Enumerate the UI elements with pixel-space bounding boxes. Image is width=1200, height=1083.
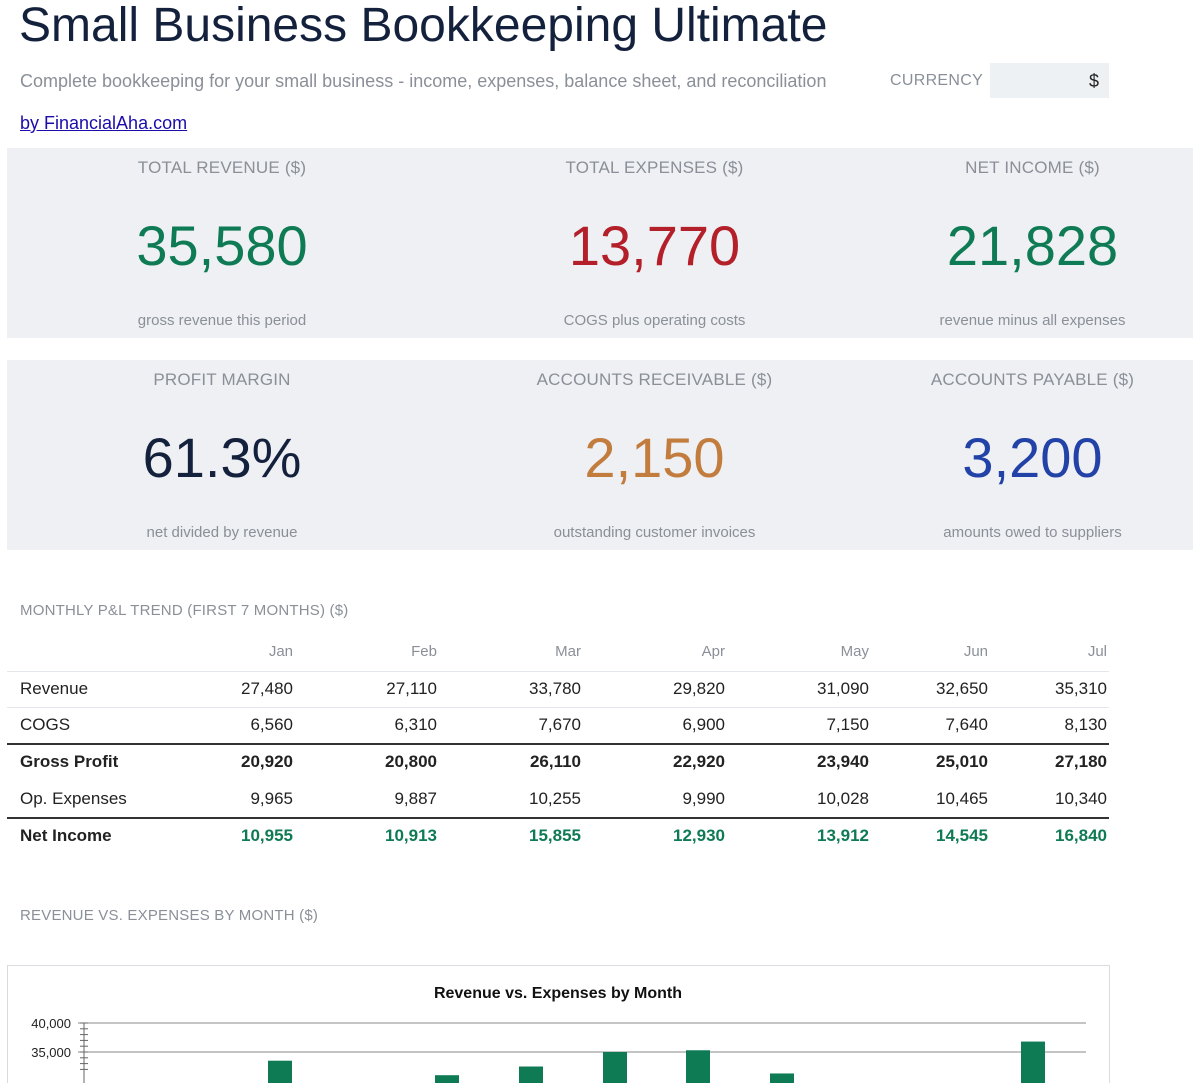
pl-cell: 12,930	[605, 818, 725, 854]
kpi-note: net divided by revenue	[7, 524, 437, 541]
pl-row-label: COGS	[20, 707, 70, 743]
kpi-label: NET INCOME ($)	[872, 158, 1193, 178]
kpi-total-revenue: TOTAL REVENUE ($) 35,580 gross revenue t…	[7, 148, 437, 338]
chart-bar	[1021, 1042, 1045, 1083]
pl-month-header: Jan	[173, 633, 293, 671]
kpi-label: ACCOUNTS RECEIVABLE ($)	[437, 370, 872, 390]
pl-section-title: MONTHLY P&L TREND (FIRST 7 MONTHS) ($)	[20, 602, 348, 619]
pl-cell: 15,855	[461, 818, 581, 854]
currency-value: $	[1089, 71, 1099, 92]
pl-cell: 10,465	[868, 781, 988, 817]
pl-cell: 8,130	[987, 707, 1107, 743]
chart-bar	[519, 1067, 543, 1083]
pl-row-label: Revenue	[20, 671, 88, 707]
pl-cell: 16,840	[987, 818, 1107, 854]
pl-cell: 27,180	[987, 744, 1107, 780]
kpi-label: ACCOUNTS PAYABLE ($)	[872, 370, 1193, 390]
kpi-accounts-payable: ACCOUNTS PAYABLE ($) 3,200 amounts owed …	[872, 360, 1193, 550]
chart-y-tick-label: 35,000	[31, 1045, 71, 1060]
pl-month-header: Jul	[987, 633, 1107, 671]
pl-cell: 22,920	[605, 744, 725, 780]
page-subtitle: Complete bookkeeping for your small busi…	[20, 71, 826, 92]
pl-cell: 35,310	[987, 671, 1107, 707]
pl-row-label: Op. Expenses	[20, 781, 127, 817]
pl-cell: 7,670	[461, 707, 581, 743]
kpi-note: COGS plus operating costs	[437, 312, 872, 329]
currency-label: CURRENCY	[890, 72, 983, 90]
pl-row: Gross Profit 20,920 20,800 26,110 22,920 23,9…	[7, 744, 1109, 780]
kpi-note: revenue minus all expenses	[872, 312, 1193, 329]
pl-cell: 9,990	[605, 781, 725, 817]
kpi-label: TOTAL REVENUE ($)	[7, 158, 437, 178]
kpi-profit-margin: PROFIT MARGIN 61.3% net divided by reven…	[7, 360, 437, 550]
pl-cell: 32,650	[868, 671, 988, 707]
pl-cell: 6,560	[173, 707, 293, 743]
chart-container: Revenue vs. Expenses by Month 40,000 35,00…	[7, 965, 1110, 1083]
pl-cell: 31,090	[749, 671, 869, 707]
pl-cell: 29,820	[605, 671, 725, 707]
pl-cell: 9,887	[317, 781, 437, 817]
page-title: Small Business Bookkeeping Ultimate	[19, 0, 827, 52]
pl-cell: 7,640	[868, 707, 988, 743]
pl-cell: 20,800	[317, 744, 437, 780]
pl-row: Net Income 10,955 10,913 15,855 12,930 13,912…	[7, 818, 1109, 854]
pl-row-label: Gross Profit	[20, 744, 118, 780]
pl-cell: 14,545	[868, 818, 988, 854]
pl-cell: 10,913	[317, 818, 437, 854]
pl-cell: 6,900	[605, 707, 725, 743]
kpi-label: PROFIT MARGIN	[7, 370, 437, 390]
kpi-value: 2,150	[437, 426, 872, 490]
pl-cell: 10,028	[749, 781, 869, 817]
author-link[interactable]: by FinancialAha.com	[20, 113, 187, 134]
kpi-net-income: NET INCOME ($) 21,828 revenue minus all …	[872, 148, 1193, 338]
pl-month-header: Apr	[605, 633, 725, 671]
pl-cell: 20,920	[173, 744, 293, 780]
pl-cell: 13,912	[749, 818, 869, 854]
kpi-row-2: PROFIT MARGIN 61.3% net divided by reven…	[7, 360, 1193, 550]
pl-month-header: Jun	[868, 633, 988, 671]
chart-bar	[686, 1050, 710, 1083]
pl-cell: 25,010	[868, 744, 988, 780]
pl-cell: 10,955	[173, 818, 293, 854]
pl-row-label: Net Income	[20, 818, 112, 854]
pl-cell: 10,255	[461, 781, 581, 817]
pl-cell: 10,340	[987, 781, 1107, 817]
kpi-value: 61.3%	[7, 426, 437, 490]
kpi-label: TOTAL EXPENSES ($)	[437, 158, 872, 178]
kpi-note: gross revenue this period	[7, 312, 437, 329]
kpi-note: amounts owed to suppliers	[872, 524, 1193, 541]
pl-month-header: Feb	[317, 633, 437, 671]
pl-cell: 26,110	[461, 744, 581, 780]
kpi-value: 35,580	[7, 214, 437, 278]
pl-cell: 9,965	[173, 781, 293, 817]
pl-cell: 33,780	[461, 671, 581, 707]
pl-cell: 27,110	[317, 671, 437, 707]
pl-cell: 27,480	[173, 671, 293, 707]
pl-cell: 23,940	[749, 744, 869, 780]
revenue-expenses-chart: Revenue vs. Expenses by Month 40,000 35,00…	[8, 966, 1109, 1083]
pl-month-header: Mar	[461, 633, 581, 671]
kpi-value: 3,200	[872, 426, 1193, 490]
kpi-value: 21,828	[872, 214, 1193, 278]
chart-bar	[603, 1052, 627, 1083]
chart-bar	[268, 1061, 292, 1083]
kpi-row-1: TOTAL REVENUE ($) 35,580 gross revenue t…	[7, 148, 1193, 338]
kpi-accounts-receivable: ACCOUNTS RECEIVABLE ($) 2,150 outstandin…	[437, 360, 872, 550]
kpi-total-expenses: TOTAL EXPENSES ($) 13,770 COGS plus oper…	[437, 148, 872, 338]
pl-cell: 6,310	[317, 707, 437, 743]
chart-y-tick-label: 40,000	[31, 1016, 71, 1031]
currency-input[interactable]: $	[990, 63, 1109, 98]
chart-title: Revenue vs. Expenses by Month	[434, 985, 682, 1002]
pl-month-header: May	[749, 633, 869, 671]
chart-section-title: REVENUE VS. EXPENSES BY MONTH ($)	[20, 907, 318, 924]
kpi-note: outstanding customer invoices	[437, 524, 872, 541]
kpi-value: 13,770	[437, 214, 872, 278]
pl-cell: 7,150	[749, 707, 869, 743]
